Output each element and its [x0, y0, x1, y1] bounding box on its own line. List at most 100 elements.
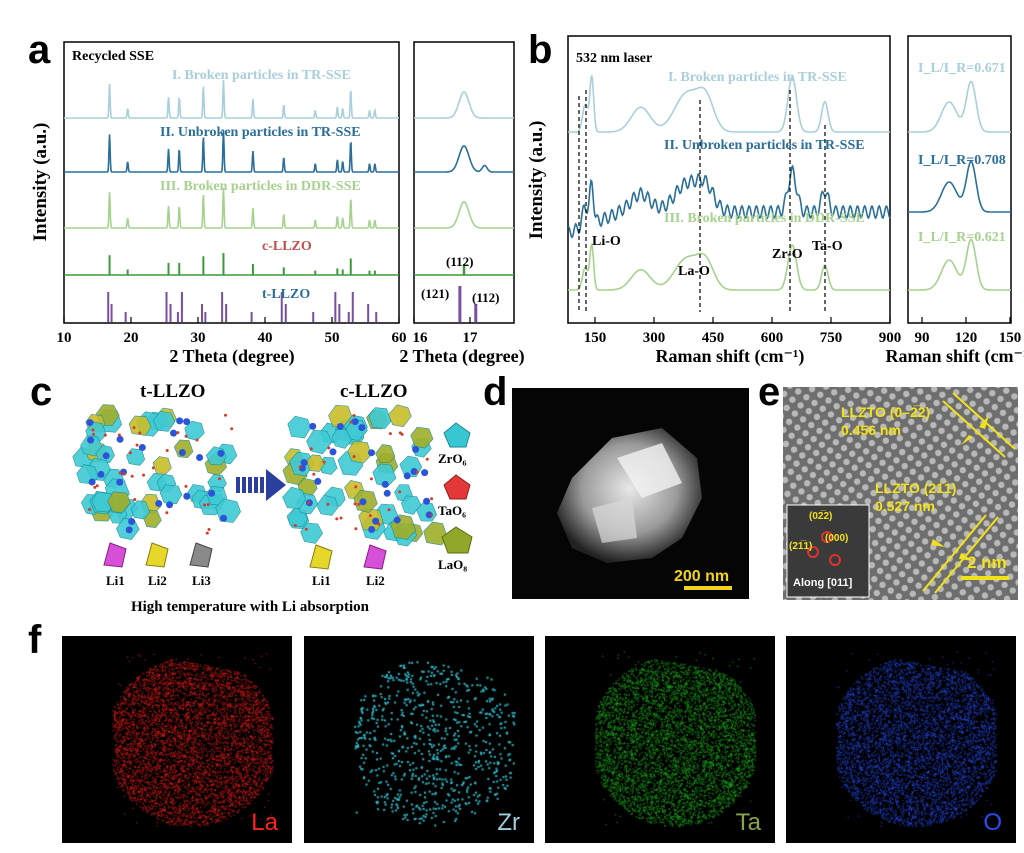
raman-zoom-frame: [907, 35, 1012, 324]
legend-zro6-icon: [443, 422, 471, 448]
raman-trace-label-1: I. Broken particles in TR-SSE: [668, 70, 847, 85]
raman-xtick-label: 900: [879, 330, 902, 346]
raman-xticks: 150 300 450 600 750 900 90 120 150: [584, 317, 1022, 346]
raman-figure: 532 nm laser I. Broken particles in TR-S…: [526, 35, 1024, 367]
raman-band-tao: Ta-O: [812, 239, 843, 254]
raman-band-lao: La-O: [678, 264, 710, 279]
fft-label-000: (000): [825, 533, 849, 544]
hrtem-plane2-text: LLZTO (21̅1): [875, 480, 957, 496]
raman-zoom-xlabel: Raman shift (cm⁻¹): [886, 346, 1024, 367]
xrd-reference-sticks: [107, 253, 378, 322]
t-li2-label: Li2: [148, 573, 167, 588]
t-li3-label: Li3: [192, 573, 211, 588]
legend-zro6-label: ZrO₆: [438, 451, 467, 466]
raman-trace-1: [568, 75, 890, 133]
panel-letter-c: c: [30, 370, 53, 414]
xrd-trace-1: [64, 80, 399, 119]
fft-label-022: (02̅2): [809, 511, 833, 522]
panel-letter-f: f: [28, 618, 42, 662]
c-li2-label: Li2: [366, 573, 385, 588]
xrd-zoom-xtick-label: 16: [413, 330, 429, 346]
eds-map-la-canvas: [62, 636, 292, 843]
eds-map-ta: Ta: [545, 636, 775, 843]
legend-tao6-label: TaO₆: [438, 503, 466, 518]
xrd-t112-label: (112): [472, 290, 499, 305]
panel-letter-a: a: [28, 28, 51, 72]
eds-map-zr-label: Zr: [497, 809, 520, 836]
hrtem-d1-text: 0.456 nm: [841, 422, 901, 438]
panel-letter-b: b: [528, 28, 553, 72]
raman-traces: [567, 75, 891, 291]
t-llzo-cluster: [72, 404, 241, 541]
eds-map-ta-canvas: [545, 636, 775, 843]
xrd-zoom-trace-1: [414, 91, 514, 119]
raman-zoom-trace-2: [908, 160, 1011, 213]
legend-lao8-label: LaO₈: [438, 557, 467, 572]
li2-site-icon: [145, 542, 169, 568]
transition-arrow-icon: [236, 469, 286, 501]
fft-zone-label: Along [011]: [793, 577, 853, 589]
xrd-xtick-label: 60: [392, 330, 407, 346]
panel-letter-e: e: [758, 370, 781, 414]
raman-trace-label-3: III. Broken particles in DDR-SSE: [664, 211, 865, 226]
raman-zoom-xtick-label: 90: [915, 330, 930, 346]
xrd-tllzo-label: t-LLZO: [262, 287, 310, 302]
xrd-c112-label: (112): [446, 254, 473, 269]
c-llzo-cluster: [282, 404, 448, 547]
raman-xtick-label: 300: [643, 330, 666, 346]
raman-xtick-label: 600: [761, 330, 784, 346]
raman-trace-label-2: II. Unbroken particles in TR-SSE: [664, 138, 865, 153]
raman-ylabel: Intensity (a.u.): [526, 121, 547, 240]
c-llzo-title: c-LLZO: [340, 381, 408, 402]
c-li1-site-icon: [309, 544, 333, 570]
eds-map-ta-label: Ta: [735, 809, 761, 836]
eds-map-o-canvas: [786, 636, 1016, 843]
t-llzo-title: t-LLZO: [140, 381, 205, 402]
raman-xtick-label: 150: [584, 330, 607, 346]
xrd-zoom-xlabel: 2 Theta (degree): [399, 346, 524, 367]
xrd-figure: Recycled SSE I. Broken particles in TR-S…: [30, 41, 525, 367]
xrd-xticks: 10 20 30 40 50 60 16 17: [57, 317, 479, 346]
stem-scale-label: 200 nm: [674, 568, 730, 585]
xrd-zoom-trace-3: [414, 201, 514, 229]
xrd-header: Recycled SSE: [72, 49, 154, 64]
xrd-main-frame: [63, 41, 400, 324]
eds-map-la: La: [62, 636, 292, 843]
raman-xlabel: Raman shift (cm⁻¹): [656, 346, 805, 367]
t-li1-label: Li1: [106, 573, 125, 588]
hrtem-d2-text: 0.527 nm: [875, 498, 935, 514]
eds-map-o: O: [786, 636, 1016, 843]
raman-zoom-trace-3: [908, 238, 1011, 291]
xrd-zoom-xtick-label: 17: [463, 330, 479, 346]
xrd-zoom-trace-2: [414, 145, 514, 173]
hrtem-scale-label: 2 nm: [967, 553, 1007, 572]
raman-header: 532 nm laser: [576, 51, 652, 66]
hrtem-plane1-text: LLZTO (0–2̅2): [841, 404, 931, 420]
raman-xtick-label: 750: [820, 330, 843, 346]
raman-trace-2: [567, 164, 891, 239]
legend-tao6-icon: [443, 474, 471, 500]
xrd-xlabel: 2 Theta (degree): [169, 346, 294, 367]
xrd-trace-3: [64, 188, 399, 229]
raman-trace-3: [568, 243, 890, 291]
eds-map-la-label: La: [251, 809, 278, 836]
xrd-xtick-label: 10: [57, 330, 72, 346]
fft-label-211: (21̅1): [789, 541, 813, 552]
li1-site-icon: [103, 542, 127, 568]
xrd-t121-label: (121): [421, 286, 449, 301]
raman-ratio-3: I_L/I_R=0.621: [918, 230, 1006, 245]
xrd-xtick-label: 50: [325, 330, 340, 346]
xrd-trace-2: [64, 130, 399, 173]
xrd-xtick-label: 30: [191, 330, 206, 346]
raman-zoom-xtick-label: 120: [955, 330, 978, 346]
xrd-traces: [64, 80, 399, 229]
c-li2-site-icon: [363, 544, 387, 570]
xrd-ylabel: Intensity (a.u.): [30, 123, 51, 242]
stem-image: 200 nm: [512, 388, 749, 599]
legend-lao8-icon: [441, 526, 473, 554]
xrd-trace-label-3: III. Broken particles in DDR-SSE: [160, 179, 361, 194]
raman-zoom-xtick-label: 150: [999, 330, 1022, 346]
xrd-zoom-traces: [414, 91, 514, 322]
raman-zoom-traces: [908, 80, 1011, 291]
li3-site-icon: [189, 542, 213, 568]
